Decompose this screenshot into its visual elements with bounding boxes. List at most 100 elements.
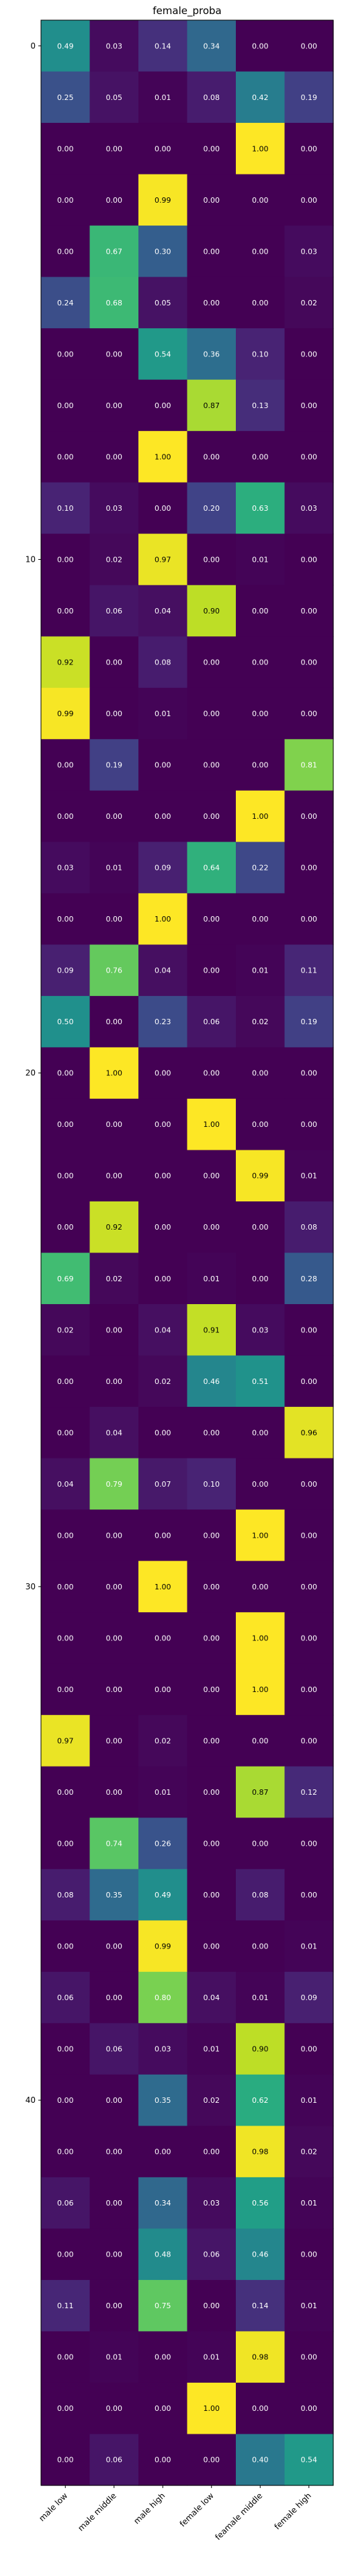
- cell-value-label: 0.00: [106, 812, 123, 821]
- cell-value-label: 0.00: [301, 1839, 318, 1848]
- cell-value-label: 0.06: [106, 2456, 123, 2465]
- heatmap-cell: [236, 893, 286, 945]
- heatmap-cell: [89, 1663, 139, 1716]
- heatmap-cell: [138, 995, 188, 1048]
- heatmap-cell: [41, 1098, 91, 1151]
- heatmap-cell: [41, 2382, 91, 2435]
- heatmap-cell: [236, 1663, 286, 1716]
- cell-value-label: 0.75: [155, 2301, 171, 2310]
- cell-value-label: 0.02: [252, 1018, 269, 1026]
- cell-value-label: 0.01: [155, 1788, 171, 1797]
- cell-value-label: 0.00: [155, 1275, 171, 1283]
- cell-value-label: 0.05: [106, 93, 123, 102]
- cell-value-label: 0.06: [106, 2045, 123, 2054]
- heatmap-cell: [89, 995, 139, 1048]
- heatmap-cell: [187, 790, 237, 842]
- heatmap-cell: [284, 1304, 334, 1356]
- heatmap-cell: [41, 1715, 91, 1767]
- heatmap-cell: [236, 1252, 286, 1305]
- heatmap-cell: [284, 1869, 334, 1921]
- cell-value-label: 1.00: [204, 2404, 220, 2413]
- heatmap-cell: [89, 20, 139, 72]
- cell-value-label: 0.00: [106, 2250, 123, 2259]
- cell-value-label: 0.92: [106, 1223, 123, 1232]
- heatmap-cell: [138, 1252, 188, 1305]
- heatmap-cell: [138, 1407, 188, 1459]
- heatmap-cell: [187, 2126, 237, 2178]
- cell-value-label: 0.08: [57, 1891, 74, 1899]
- heatmap-cell: [284, 636, 334, 689]
- heatmap-cell: [138, 1869, 188, 1921]
- cell-value-label: 0.00: [204, 1839, 220, 1848]
- cell-value-label: 0.09: [301, 1993, 318, 2002]
- heatmap-cell: [284, 431, 334, 483]
- heatmap-cell: [187, 1920, 237, 1973]
- cell-value-label: 0.01: [155, 93, 171, 102]
- cell-value-label: 1.00: [155, 915, 171, 924]
- cell-value-label: 0.97: [57, 1736, 74, 1745]
- heatmap-cell: [89, 2023, 139, 2075]
- cell-value-label: 0.00: [106, 1531, 123, 1540]
- heatmap-cell: [89, 71, 139, 123]
- cell-value-label: 0.00: [57, 144, 74, 153]
- cell-value-label: 0.00: [57, 1120, 74, 1129]
- cell-value-label: 0.00: [155, 812, 171, 821]
- cell-value-label: 0.00: [155, 1634, 171, 1642]
- heatmap-cell: [284, 2228, 334, 2281]
- cell-value-label: 0.00: [301, 709, 318, 718]
- heatmap-cell: [284, 842, 334, 894]
- cell-value-label: 0.92: [57, 658, 74, 667]
- heatmap-cell: [284, 1098, 334, 1151]
- heatmap-cell: [187, 893, 237, 945]
- heatmap-cell: [284, 2382, 334, 2435]
- heatmap-cell: [89, 1612, 139, 1665]
- heatmap-cell: [187, 1458, 237, 1510]
- heatmap-cell: [89, 1304, 139, 1356]
- heatmap-cell: [138, 636, 188, 689]
- heatmap-cell: [138, 2434, 188, 2486]
- heatmap-cell: [236, 1047, 286, 1099]
- heatmap-cell: [187, 379, 237, 432]
- heatmap-cell: [284, 328, 334, 381]
- cell-value-label: 0.00: [155, 1531, 171, 1540]
- cell-value-label: 1.00: [252, 1531, 269, 1540]
- heatmap-cell: [187, 2228, 237, 2281]
- cell-value-label: 0.01: [301, 1942, 318, 1951]
- cell-value-label: 0.00: [252, 42, 269, 50]
- heatmap-cell: [89, 585, 139, 637]
- cell-value-label: 0.00: [106, 658, 123, 667]
- heatmap-cell: [236, 482, 286, 534]
- cell-value-label: 0.00: [155, 144, 171, 153]
- heatmap-cell: [138, 71, 188, 123]
- cell-value-label: 0.00: [301, 1120, 318, 1129]
- cell-value-label: 0.34: [155, 2199, 171, 2208]
- heatmap-cell: [89, 1509, 139, 1562]
- cell-value-label: 0.00: [106, 1583, 123, 1591]
- cell-value-label: 0.01: [301, 2301, 318, 2310]
- heatmap-cell: [41, 2434, 91, 2486]
- heatmap-cell: [138, 123, 188, 175]
- heatmap-cell: [284, 585, 334, 637]
- cell-value-label: 0.00: [106, 915, 123, 924]
- heatmap-cell: [187, 2382, 237, 2435]
- heatmap-cell: [284, 1150, 334, 1202]
- heatmap-cell: [236, 995, 286, 1048]
- cell-value-label: 0.49: [155, 1891, 171, 1899]
- cell-value-label: 0.00: [301, 658, 318, 667]
- heatmap-cell: [89, 842, 139, 894]
- heatmap-cell: [138, 328, 188, 381]
- heatmap-cell: [236, 71, 286, 123]
- y-tick-label: 40: [26, 2095, 36, 2105]
- heatmap-cell: [89, 2126, 139, 2178]
- cell-value-label: 0.00: [301, 1891, 318, 1899]
- cell-value-label: 0.00: [301, 915, 318, 924]
- heatmap-cell: [236, 2074, 286, 2126]
- cell-value-label: 0.00: [301, 144, 318, 153]
- cell-value-label: 0.90: [204, 607, 220, 615]
- cell-value-label: 0.22: [252, 864, 269, 873]
- heatmap-cell: [41, 277, 91, 329]
- cell-value-label: 0.00: [106, 350, 123, 358]
- cell-value-label: 0.00: [301, 452, 318, 461]
- cell-value-label: 0.00: [252, 1223, 269, 1232]
- cell-value-label: 0.10: [252, 350, 269, 358]
